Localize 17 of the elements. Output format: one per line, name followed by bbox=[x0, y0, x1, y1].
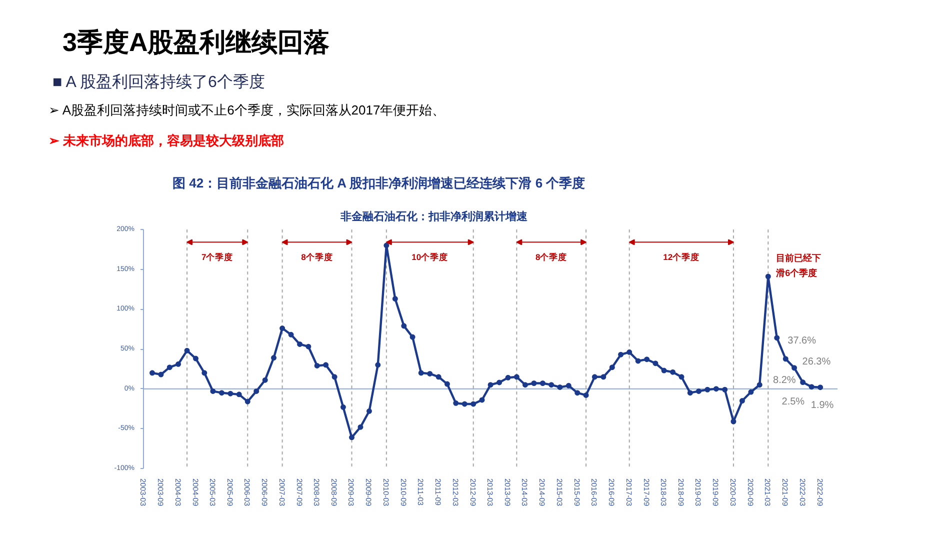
annotation: 10个季度 bbox=[412, 252, 448, 262]
data-label: 37.6% bbox=[788, 335, 816, 346]
ref-line-label: 目前已经下滑6个季度 bbox=[775, 252, 822, 278]
chart-subtitle: ■ A 股盈利回落持续了6个季度 bbox=[52, 73, 265, 91]
caption: 图 42：目前非金融石油石化 A 股扣非净利润增速已经连续下滑 6 个季度 bbox=[172, 176, 586, 190]
data-label: 2.5% bbox=[782, 396, 805, 408]
text: ➢ 未来市场的底部，容易是较大级别底部 bbox=[48, 133, 284, 148]
data-label: 26.3% bbox=[802, 356, 831, 368]
annotation: 7个季度 bbox=[201, 252, 234, 262]
annotation: 8个季度 bbox=[301, 252, 333, 262]
data-label: 1.9% bbox=[810, 400, 834, 411]
chart-title: 3季度A股盈利继续回落 bbox=[62, 27, 330, 57]
data-label: 8.2% bbox=[773, 374, 796, 386]
annotation: 12个季度 bbox=[663, 252, 700, 262]
annotation: 8个季度 bbox=[535, 252, 568, 262]
text: ➢ A股盈利回落持续时间或不止6个季度，实际回落从2017年便开始、 bbox=[48, 102, 446, 118]
text: 非金融石油石化：扣非净利润累计增速 bbox=[340, 210, 528, 223]
